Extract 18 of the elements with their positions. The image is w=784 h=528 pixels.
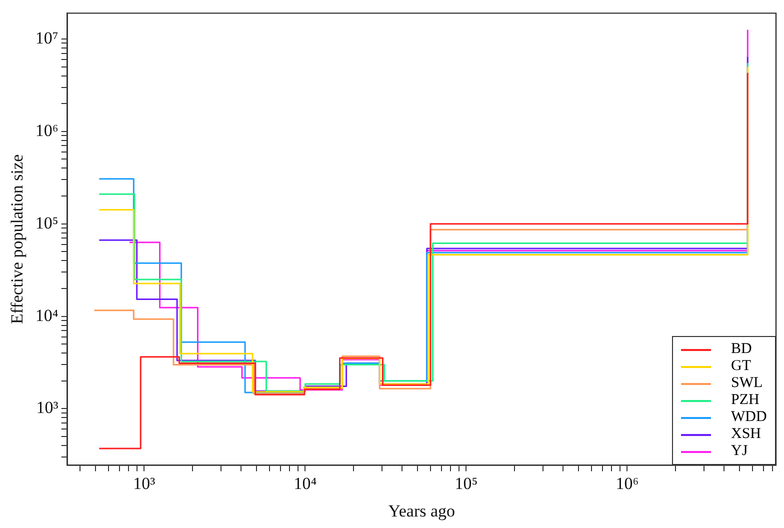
y-tick-label: 10⁶ — [35, 120, 58, 140]
x-tick-label: 10⁴ — [294, 474, 317, 493]
x-tick-label: 10³ — [133, 474, 156, 493]
x-tick-label: 10⁵ — [454, 474, 478, 493]
legend-label: BD — [731, 341, 752, 358]
legend-label: WDD — [731, 409, 767, 426]
legend-label: PZH — [731, 392, 760, 410]
x-tick-label: 10⁶ — [616, 474, 639, 493]
legend-label: GT — [731, 358, 751, 376]
legend-label: XSH — [731, 426, 762, 444]
legend-label: SWL — [731, 375, 763, 392]
y-axis-title: Effective population size — [8, 154, 27, 324]
y-tick-label: 10⁴ — [35, 306, 58, 325]
y-tick-label: 10⁷ — [35, 28, 58, 48]
legend-label: YJ — [731, 443, 748, 460]
y-tick-label: 10⁵ — [35, 213, 58, 232]
x-axis-title: Years ago — [388, 501, 456, 520]
y-tick-label: 10³ — [36, 398, 58, 418]
